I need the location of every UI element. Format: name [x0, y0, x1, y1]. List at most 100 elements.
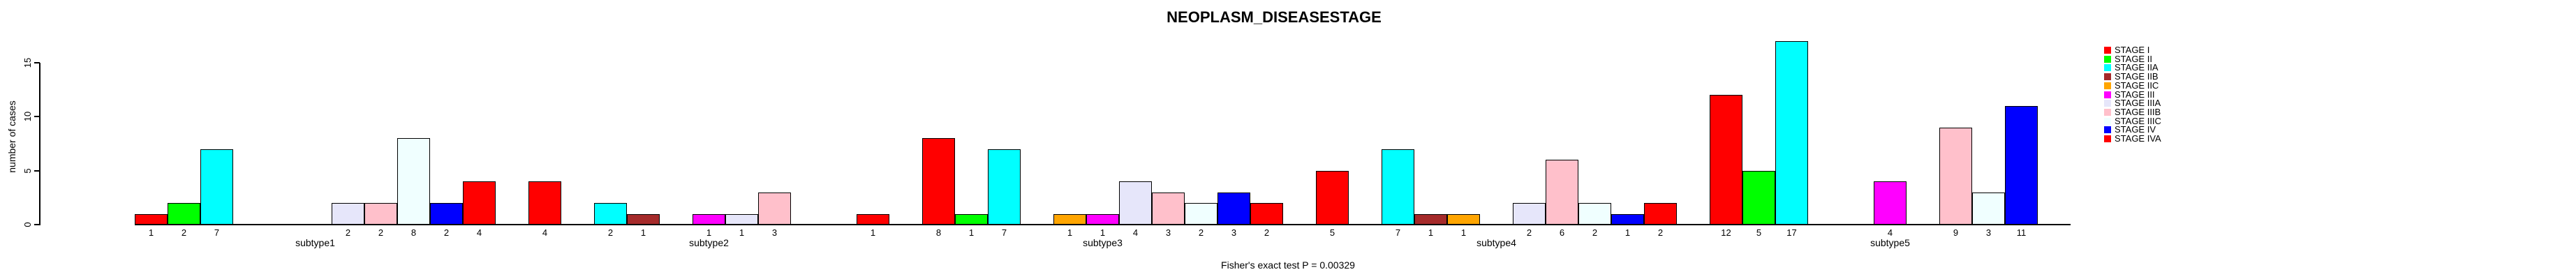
legend-swatch-stage-iib — [2104, 73, 2111, 81]
bar-subtype1-stage-iiia — [332, 203, 364, 225]
bar-value-subtype2-stage-iiia: 1 — [739, 227, 745, 238]
bar-value-subtype4-stage-iiib: 6 — [1559, 227, 1565, 238]
bar-value-subtype3-stage-iva: 2 — [1264, 227, 1270, 238]
legend-swatch-stage-iiib — [2104, 108, 2111, 116]
y-tick-15 — [34, 61, 40, 63]
bar-value-subtype1-stage-i: 1 — [148, 227, 154, 238]
bar-value-subtype4-stage-i: 5 — [1329, 227, 1335, 238]
bar-value-subtype1-stage-iiic: 8 — [410, 227, 417, 238]
bar-value-subtype4-stage-iiic: 2 — [1592, 227, 1598, 238]
bar-subtype1-stage-iia — [200, 149, 233, 225]
bar-subtype1-stage-iiic — [397, 138, 430, 225]
bar-value-subtype5-stage-iia: 17 — [1786, 227, 1797, 238]
bar-value-subtype3-stage-iic: 1 — [1067, 227, 1073, 238]
bar-subtype4-stage-iic — [1447, 214, 1480, 225]
bar-subtype3-stage-iva — [1250, 203, 1283, 225]
legend-label-stage-iib: STAGE IIB — [2115, 71, 2159, 82]
bar-subtype5-stage-iiib — [1939, 128, 1972, 225]
legend-label-stage-iiic: STAGE IIIC — [2115, 115, 2161, 126]
legend-label-stage-iii: STAGE III — [2115, 89, 2155, 100]
bar-subtype4-stage-iiib — [1546, 160, 1578, 225]
y-axis-line — [39, 63, 40, 225]
bar-subtype5-stage-iia — [1775, 41, 1808, 225]
legend-item-stage-iia: STAGE IIA — [2104, 63, 2159, 72]
bar-value-subtype3-stage-iia: 7 — [1001, 227, 1007, 238]
bar-subtype4-stage-iib — [1414, 214, 1447, 225]
legend-swatch-stage-iiic — [2104, 117, 2111, 125]
bar-subtype4-stage-iia — [1382, 149, 1414, 225]
bar-value-subtype5-stage-iiib: 9 — [1953, 227, 1959, 238]
group-label-subtype2: subtype2 — [689, 237, 729, 248]
bar-value-subtype1-stage-iiia: 2 — [345, 227, 351, 238]
bar-subtype4-stage-i — [1316, 171, 1349, 225]
group-label-subtype3: subtype3 — [1083, 237, 1123, 248]
bar-value-subtype4-stage-iiia: 2 — [1526, 227, 1532, 238]
bar-subtype4-stage-iiic — [1578, 203, 1611, 225]
bar-value-subtype2-stage-iva: 1 — [870, 227, 876, 238]
legend-label-stage-ii: STAGE II — [2115, 53, 2152, 64]
bar-value-subtype4-stage-iva: 2 — [1657, 227, 1664, 238]
bar-subtype3-stage-iia — [988, 149, 1021, 225]
bar-value-subtype1-stage-ii: 2 — [181, 227, 187, 238]
bar-value-subtype2-stage-i: 4 — [542, 227, 548, 238]
bar-value-subtype2-stage-iii: 1 — [706, 227, 712, 238]
bar-subtype3-stage-ii — [955, 214, 988, 225]
legend-label-stage-iiia: STAGE IIIA — [2115, 98, 2161, 109]
bar-value-subtype4-stage-iia: 7 — [1395, 227, 1401, 238]
group-label-subtype1: subtype1 — [295, 237, 335, 248]
bar-subtype2-stage-iiib — [758, 193, 791, 225]
caption-fisher-test: Fisher's exact test P = 0.00329 — [1221, 259, 1355, 271]
bar-subtype4-stage-iiia — [1513, 203, 1546, 225]
legend-swatch-stage-iiia — [2104, 100, 2111, 107]
bar-value-subtype4-stage-iv: 1 — [1624, 227, 1631, 238]
bar-value-subtype5-stage-ii: 5 — [1756, 227, 1762, 238]
y-tick-0 — [34, 224, 40, 225]
bar-value-subtype5-stage-iii: 4 — [1887, 227, 1893, 238]
bar-subtype1-stage-iv — [430, 203, 463, 225]
group-label-subtype5: subtype5 — [1870, 237, 1910, 248]
bar-value-subtype3-stage-iv: 3 — [1231, 227, 1237, 238]
legend-swatch-stage-iva — [2104, 135, 2111, 142]
bar-subtype2-stage-iii — [693, 214, 725, 225]
bar-subtype3-stage-iiic — [1185, 203, 1217, 225]
bar-subtype3-stage-iv — [1217, 193, 1250, 225]
bar-value-subtype1-stage-iia: 7 — [214, 227, 220, 238]
y-tick-label-0: 0 — [22, 222, 33, 227]
bar-subtype4-stage-iv — [1611, 214, 1644, 225]
y-tick-5 — [34, 169, 40, 172]
bar-subtype3-stage-iic — [1053, 214, 1086, 225]
legend-swatch-stage-iia — [2104, 64, 2111, 72]
y-tick-label-5: 5 — [22, 168, 33, 174]
legend-label-stage-iiib: STAGE IIIB — [2115, 106, 2161, 117]
bar-value-subtype3-stage-ii: 1 — [968, 227, 975, 238]
legend-item-stage-i: STAGE I — [2104, 45, 2150, 55]
legend-swatch-stage-ii — [2104, 55, 2111, 63]
legend-item-stage-iic: STAGE IIC — [2104, 80, 2159, 91]
bar-value-subtype2-stage-iiib: 3 — [771, 227, 778, 238]
legend-label-stage-iva: STAGE IVA — [2115, 133, 2161, 144]
legend-item-stage-iv: STAGE IV — [2104, 125, 2156, 134]
y-tick-10 — [34, 116, 40, 118]
bar-subtype5-stage-iii — [1874, 181, 1907, 225]
bar-subtype4-stage-iva — [1644, 203, 1677, 225]
legend-label-stage-i: STAGE I — [2115, 45, 2150, 55]
bar-subtype2-stage-iva — [857, 214, 889, 225]
legend-item-stage-iiia: STAGE IIIA — [2104, 98, 2161, 109]
bar-subtype3-stage-iiib — [1152, 193, 1185, 225]
bar-subtype2-stage-i — [528, 181, 561, 225]
bar-subtype1-stage-iva — [463, 181, 496, 225]
chart-title: NEOPLASM_DISEASESTAGE — [1167, 8, 1382, 26]
bar-subtype3-stage-iiia — [1119, 181, 1152, 225]
legend-label-stage-iic: STAGE IIC — [2115, 80, 2159, 91]
y-tick-label-15: 15 — [22, 57, 33, 68]
bar-subtype1-stage-ii — [168, 203, 200, 225]
bar-subtype2-stage-iib — [627, 214, 660, 225]
bar-value-subtype5-stage-i: 12 — [1721, 227, 1731, 238]
y-axis-title: number of cases — [6, 100, 17, 173]
bar-subtype5-stage-ii — [1742, 171, 1775, 225]
legend-item-stage-iib: STAGE IIB — [2104, 71, 2159, 82]
bar-value-subtype4-stage-iic: 1 — [1460, 227, 1467, 238]
bar-value-subtype2-stage-iia: 2 — [607, 227, 614, 238]
bar-value-subtype3-stage-iii: 1 — [1100, 227, 1106, 238]
